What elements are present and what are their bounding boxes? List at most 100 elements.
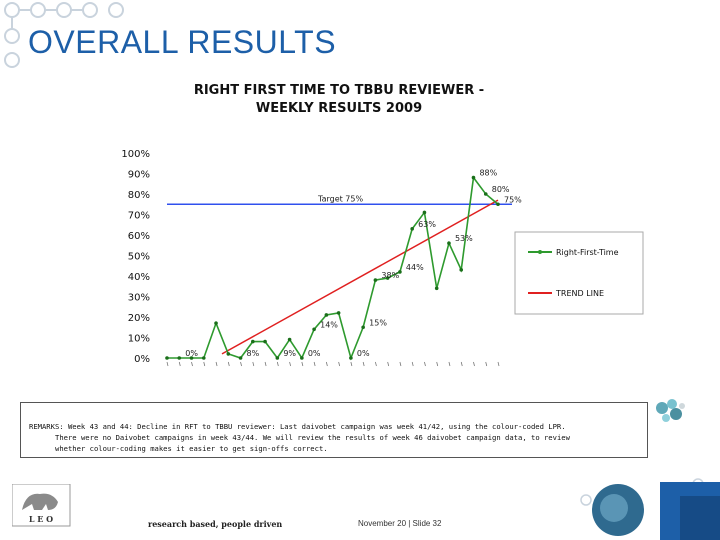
data-label: 80% xyxy=(492,185,510,194)
y-tick-label: 100% xyxy=(121,149,150,160)
data-point xyxy=(410,227,414,231)
data-label: 8% xyxy=(247,349,260,358)
data-label: 9% xyxy=(283,349,296,358)
corner-decoration xyxy=(580,476,720,540)
x-tick-mark xyxy=(313,361,316,367)
legend-rft-marker xyxy=(538,250,542,254)
x-tick-mark xyxy=(338,361,341,367)
y-tick-label: 40% xyxy=(128,272,150,283)
trend-line xyxy=(221,199,499,355)
remarks-line-2: There were no Daivobet campaigns in week… xyxy=(55,433,570,442)
x-tick-mark xyxy=(485,361,488,367)
data-point xyxy=(471,175,476,180)
x-tick-mark xyxy=(387,361,390,367)
x-tick-mark xyxy=(276,361,279,367)
data-point xyxy=(263,339,267,344)
x-tick-mark xyxy=(350,361,353,367)
data-point xyxy=(201,356,206,360)
data-point xyxy=(447,241,451,245)
data-point xyxy=(226,352,231,356)
decorative-circles xyxy=(4,2,124,68)
slide-title: OVERALL RESULTS xyxy=(28,24,337,60)
remarks-line-1: REMARKS: Week 43 and 44: Decline in RFT … xyxy=(29,422,566,431)
legend-trend-label: TREND LINE xyxy=(555,289,604,298)
data-point xyxy=(324,313,329,317)
x-tick-mark xyxy=(362,361,365,367)
data-point xyxy=(238,356,243,360)
data-point xyxy=(373,278,378,282)
x-tick-mark xyxy=(178,361,181,367)
y-tick-label: 10% xyxy=(128,334,150,345)
leo-logo: L E O xyxy=(12,484,71,527)
y-tick-label: 50% xyxy=(128,252,150,263)
x-tick-mark xyxy=(227,361,230,367)
y-tick-label: 30% xyxy=(128,293,150,304)
data-point xyxy=(336,311,341,315)
x-tick-mark xyxy=(215,361,218,367)
footer-tagline: research based, people driven xyxy=(148,519,283,529)
data-label: 53% xyxy=(455,234,473,243)
data-label: 14% xyxy=(320,320,338,329)
data-label: 88% xyxy=(479,169,497,178)
x-tick-mark xyxy=(240,361,242,367)
x-tick-mark xyxy=(460,361,463,367)
y-tick-label: 80% xyxy=(128,190,150,201)
data-point xyxy=(312,327,316,332)
x-tick-mark xyxy=(497,361,500,367)
data-point xyxy=(496,202,500,207)
data-label: 0% xyxy=(308,349,321,358)
x-tick-mark xyxy=(424,361,426,367)
x-tick-mark xyxy=(289,361,291,367)
legend-rft-label: Right-First-Time xyxy=(556,248,619,257)
y-tick-label: 70% xyxy=(128,211,150,222)
y-tick-label: 20% xyxy=(128,313,150,324)
x-tick-mark xyxy=(448,361,451,367)
plot-area: 0% 10% 20% 30% 40% 50% 60% 70% 80% 90% 100% Target … xyxy=(121,149,522,367)
data-point xyxy=(361,325,365,330)
remarks-line-3: whether colour-coding makes it easier to… xyxy=(55,444,328,453)
data-point xyxy=(349,356,353,360)
chart-title-line-2: WEEKLY RESULTS 2009 xyxy=(256,101,422,116)
data-label: 75% xyxy=(504,195,522,204)
chart: RIGHT FIRST TIME TO TBBU REVIEWER - WEEK… xyxy=(121,83,644,367)
data-label: 63% xyxy=(418,220,436,229)
data-point xyxy=(251,339,255,344)
data-point xyxy=(398,270,402,274)
data-point xyxy=(385,276,390,280)
data-point xyxy=(214,321,218,325)
x-tick-mark xyxy=(191,361,193,367)
data-point xyxy=(275,356,280,360)
data-point xyxy=(287,337,292,342)
data-point xyxy=(300,356,304,360)
remarks-box: REMARKS: Week 43 and 44: Decline in RFT … xyxy=(20,402,648,458)
y-tick-label: 60% xyxy=(128,231,150,242)
data-point xyxy=(422,210,427,215)
logo-text: L E O xyxy=(29,514,53,524)
chart-title-line-1: RIGHT FIRST TIME TO TBBU REVIEWER - xyxy=(194,83,484,98)
molecule-icon xyxy=(656,399,685,422)
data-point xyxy=(483,192,488,196)
data-label: 0% xyxy=(185,349,198,358)
data-label: 15% xyxy=(369,318,387,327)
x-tick-mark xyxy=(203,361,206,367)
y-tick-label: 0% xyxy=(134,354,150,365)
data-point xyxy=(434,286,439,291)
x-tick-mark xyxy=(436,361,439,367)
data-point xyxy=(189,356,194,360)
x-tick-mark xyxy=(264,361,267,367)
y-tick-label: 90% xyxy=(128,170,150,181)
legend-box xyxy=(514,231,644,315)
x-tick-mark xyxy=(473,361,475,367)
data-point xyxy=(177,356,182,360)
data-point xyxy=(165,356,169,360)
series-line-rft xyxy=(167,175,499,361)
x-tick-mark xyxy=(252,361,255,367)
x-tick-mark xyxy=(301,361,304,367)
target-label: Target 75% xyxy=(317,194,363,203)
data-label: 44% xyxy=(406,263,424,272)
data-label: 0% xyxy=(357,349,370,358)
data-label: 38% xyxy=(381,271,399,280)
x-tick-mark xyxy=(375,361,377,367)
data-point xyxy=(459,268,464,272)
x-tick-mark xyxy=(399,361,402,367)
